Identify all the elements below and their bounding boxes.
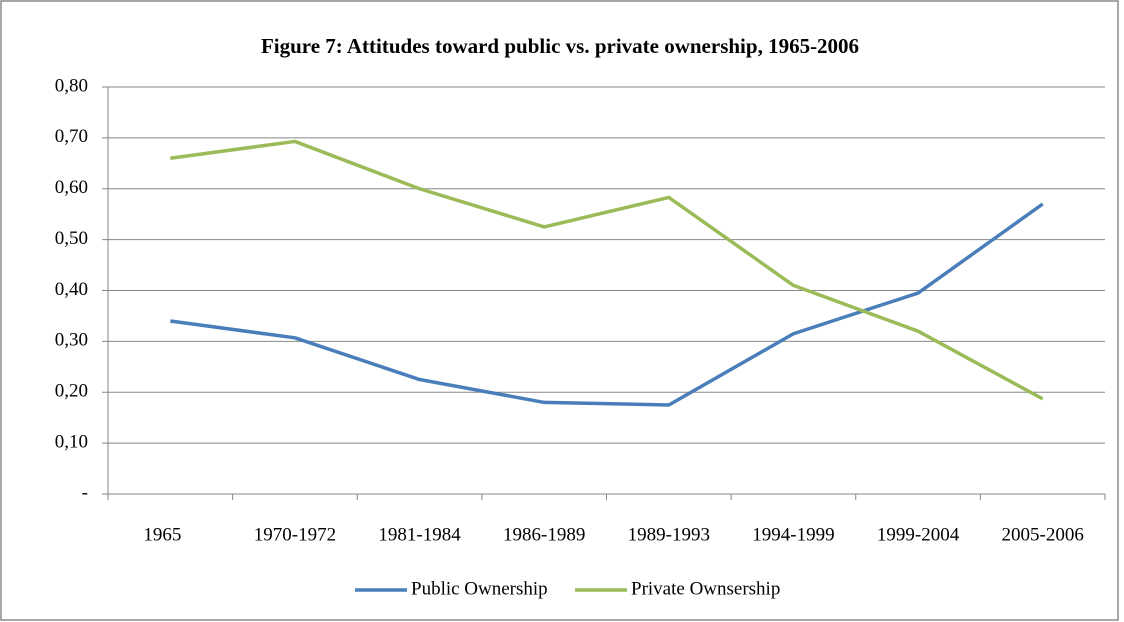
y-tick-label: 0,40	[55, 279, 88, 300]
y-tick-label: 0,60	[55, 177, 88, 198]
y-tick-label: 0,10	[55, 431, 88, 452]
x-tick-label: 1989-1993	[628, 524, 710, 545]
y-tick-label: 0,50	[55, 228, 88, 249]
data-line	[170, 202, 1044, 407]
y-tick-label: -	[82, 482, 88, 503]
x-tick-label: 1965	[143, 524, 181, 545]
y-tick-label: 0,80	[55, 75, 88, 96]
x-tick-label: 1994-1999	[752, 524, 834, 545]
x-tick-label: 1981-1984	[378, 524, 461, 545]
x-tick-label: 1986-1989	[503, 524, 585, 545]
y-tick-label: 0,30	[55, 330, 88, 351]
x-tick-label: 2005-2006	[1002, 524, 1084, 545]
legend-label: Public Ownership	[411, 578, 548, 599]
chart-title: Figure 7: Attitudes toward public vs. pr…	[261, 34, 859, 58]
y-tick-label: 0,20	[55, 381, 88, 402]
x-tick-label: 1999-2004	[877, 524, 960, 545]
data-line	[170, 139, 1044, 401]
x-tick-label: 1970-1972	[254, 524, 336, 545]
legend-label: Private Ownsership	[631, 578, 780, 599]
y-tick-label: 0,70	[55, 126, 88, 147]
